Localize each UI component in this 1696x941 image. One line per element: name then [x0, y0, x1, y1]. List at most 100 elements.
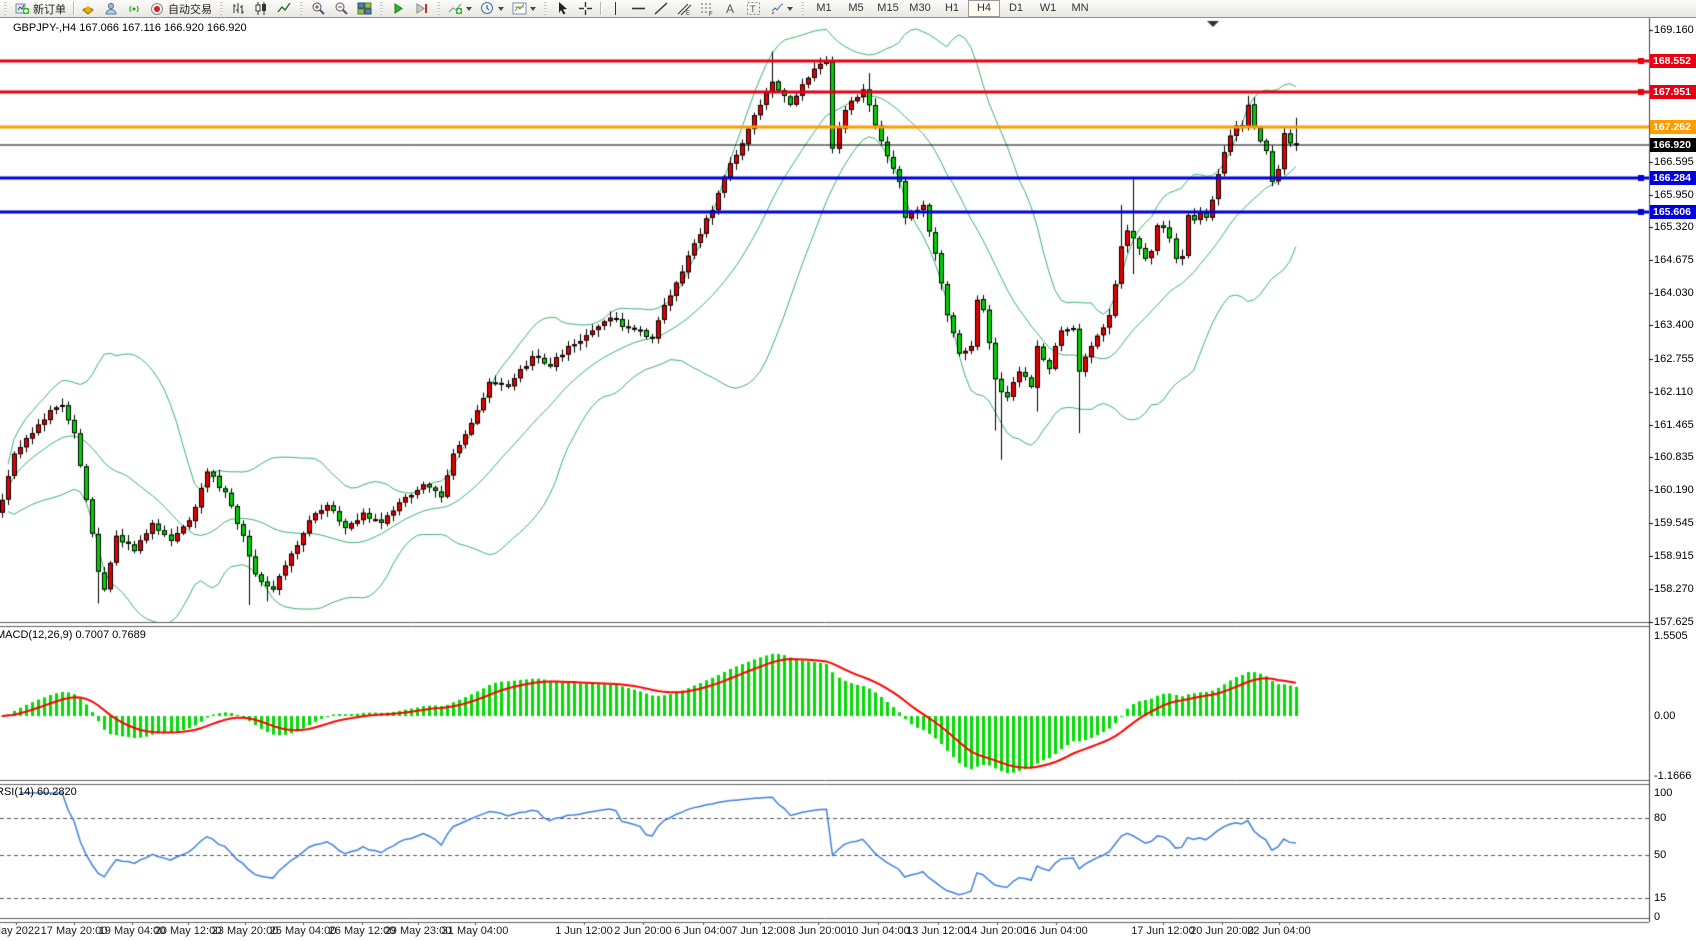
price-level-label: 167.951: [1650, 85, 1696, 99]
time-axis-label: 6 Jun 04:00: [674, 925, 732, 937]
time-axis-label: 8 Jun 20:00: [789, 925, 847, 937]
new-order-button[interactable]: 新订单: [11, 0, 70, 18]
zoom-in-button[interactable]: [307, 0, 330, 18]
bar-chart-button[interactable]: [227, 0, 250, 18]
svg-text:T: T: [750, 4, 756, 14]
chart-shift-button[interactable]: [410, 0, 433, 18]
time-axis-label: 16 Jun 04:00: [1024, 925, 1088, 937]
timeframe-group: M1 M5 M15 M30 H1 H4 D1 W1 MN: [808, 0, 1096, 17]
price-axis-tick: 159.545: [1654, 517, 1694, 530]
rsi-axis-tick: 0: [1654, 911, 1661, 923]
line-chart-button[interactable]: [273, 0, 296, 18]
rsi-axis-tick: 15: [1654, 892, 1667, 905]
autotrade-button[interactable]: 自动交易: [146, 0, 216, 18]
timeframe-button-H1[interactable]: H1: [944, 2, 960, 14]
price-axis-tick: 164.030: [1654, 287, 1694, 300]
time-axis-label: 31 May 04:00: [441, 925, 509, 937]
separator: [73, 2, 74, 15]
time-axis-label: 29 May 23:00: [384, 925, 452, 937]
arrows-icon: [769, 1, 784, 16]
price-axis-tick: 164.675: [1654, 254, 1694, 267]
cursor-button[interactable]: [551, 0, 574, 18]
macd-indicator-label: MACD(12,26,9) 0.7007 0.7689: [0, 629, 146, 641]
autotrade-icon: [150, 1, 165, 16]
toolbar-grip[interactable]: [801, 2, 804, 15]
crosshair-button[interactable]: [574, 0, 597, 18]
toolbar-grip[interactable]: [380, 2, 383, 15]
toolbar-grip[interactable]: [437, 2, 440, 15]
market-watch-button[interactable]: [77, 0, 100, 18]
rsi-axis-tick: 50: [1654, 849, 1667, 861]
time-axis-label: 10 Jun 04:00: [846, 925, 910, 937]
time-axis-label: 20 Jun 20:00: [1190, 925, 1254, 937]
price-level-label: 167.262: [1650, 120, 1696, 134]
time-axis-label: 23 May 20:00: [211, 925, 279, 937]
price-axis-tick: 162.755: [1654, 352, 1694, 365]
new-order-label: 新订单: [33, 3, 66, 16]
price-axis-tick: 160.835: [1654, 451, 1694, 464]
indicators-button[interactable]: [444, 0, 476, 18]
bar-chart-icon: [231, 1, 246, 16]
toolbar-grip[interactable]: [4, 2, 7, 15]
periods-button[interactable]: [476, 0, 508, 18]
price-axis-tick: 165.320: [1654, 220, 1694, 233]
price-axis-tick: 163.400: [1654, 319, 1694, 332]
timeframe-button-M1[interactable]: M1: [816, 2, 832, 14]
dropdown-caret: [498, 6, 504, 11]
separator: [600, 2, 601, 15]
timeframe-button-W1[interactable]: W1: [1039, 2, 1057, 14]
signals-button[interactable]: [123, 0, 146, 18]
main-toolbar: 新订单 自动交易 E F A T: [0, 0, 1696, 18]
timeframe-button-M5[interactable]: M5: [848, 2, 864, 14]
accounts-button[interactable]: [100, 0, 123, 18]
horizontal-line-button[interactable]: [627, 0, 650, 18]
price-axis-tick: 158.915: [1654, 549, 1694, 562]
macd-axis-tick: 0.00: [1654, 710, 1676, 722]
time-axis-label: May 2022: [0, 925, 41, 937]
channel-button[interactable]: E: [673, 0, 696, 18]
toolbar-grip[interactable]: [220, 2, 223, 15]
timeframe-button-H4[interactable]: H4: [968, 0, 1000, 17]
text-button[interactable]: A: [719, 0, 742, 18]
price-level-label: 166.920: [1650, 138, 1696, 152]
timeframe-button-M15[interactable]: M15: [877, 2, 899, 14]
gold-stack-icon: [81, 1, 96, 16]
vertical-line-icon: [608, 1, 623, 16]
svg-text:E: E: [686, 11, 690, 16]
signal-icon: [127, 1, 142, 16]
autotrade-label: 自动交易: [168, 3, 212, 16]
zoom-out-icon: [334, 1, 349, 16]
trendline-icon: [654, 1, 669, 16]
candlestick-button[interactable]: [250, 0, 273, 18]
indicators-icon: [448, 1, 463, 16]
timeframe-button-D1[interactable]: D1: [1008, 2, 1024, 14]
template-icon: [512, 1, 527, 16]
timeframe-button-MN[interactable]: MN: [1071, 2, 1089, 14]
auto-scroll-button[interactable]: [387, 0, 410, 18]
dropdown-caret: [466, 6, 472, 11]
trendline-button[interactable]: [650, 0, 673, 18]
price-axis-tick: 162.110: [1654, 385, 1693, 398]
price-axis-tick: 160.190: [1654, 484, 1694, 497]
macd-axis-tick: -1.1666: [1654, 770, 1692, 783]
rsi-axis-tick: 100: [1654, 787, 1673, 799]
toolbar-grip[interactable]: [300, 2, 303, 15]
fibonacci-button[interactable]: F: [696, 0, 719, 18]
text-a-icon: A: [723, 1, 738, 16]
new-order-icon: [15, 1, 30, 16]
timeframe-button-M30[interactable]: M30: [909, 2, 931, 14]
toolbar-grip[interactable]: [544, 2, 547, 15]
vertical-line-button[interactable]: [604, 0, 627, 18]
chart-shift-icon: [414, 1, 429, 16]
tile-windows-button[interactable]: [353, 0, 376, 18]
time-axis-label: 17 Jun 12:00: [1131, 925, 1195, 937]
arrows-button[interactable]: [765, 0, 797, 18]
auto-scroll-icon: [391, 1, 406, 16]
person-icon: [104, 1, 119, 16]
zoom-out-button[interactable]: [330, 0, 353, 18]
price-axis-tick: 165.950: [1654, 188, 1694, 201]
text-label-button[interactable]: T: [742, 0, 765, 18]
templates-button[interactable]: [508, 0, 540, 18]
